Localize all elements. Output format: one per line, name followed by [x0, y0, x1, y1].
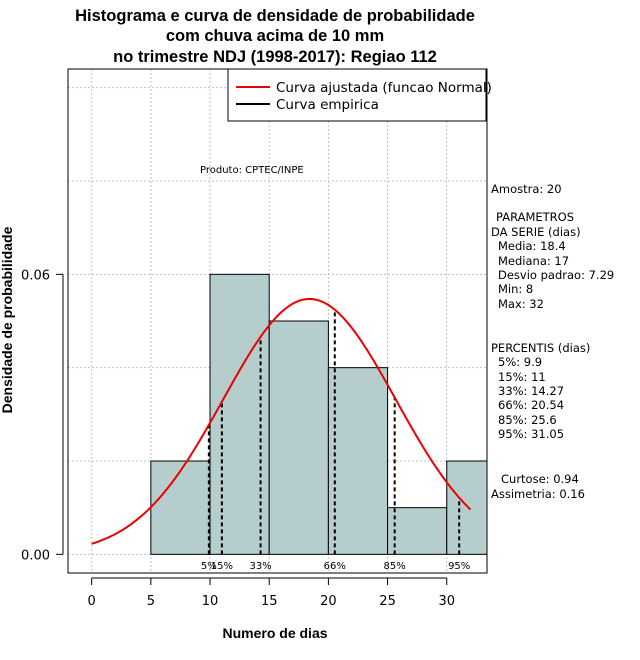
param-median: Mediana: 17: [498, 254, 569, 268]
y-axis-title: Densidade de probabilidade: [0, 226, 15, 413]
percentile-layer: 5%15% 33% 66% 85% 95%: [201, 309, 470, 572]
histogram-bar: [150, 460, 211, 555]
percentil-95: 95%: 31.05: [498, 427, 564, 441]
percentile-label: 15%: [211, 561, 233, 572]
percentil-33: 33%: 14.27: [498, 384, 564, 398]
skewness: Assimetria: 0.16: [491, 487, 585, 501]
x-tick-label: 20: [320, 594, 337, 609]
percentil-15: 15%: 11: [498, 370, 546, 384]
param-sd: Desvio padrao: 7.29: [498, 268, 614, 282]
params-subtitle: DA SERIE (dias): [491, 225, 581, 239]
axis-layer: 0 5 10 15 20 25 30 0.00 0.06: [21, 268, 455, 609]
product-annotation: Produto: CPTEC/INPE: [200, 165, 304, 176]
legend-label-normal: Curva ajustada (funcao Normal): [276, 80, 492, 96]
chart-title-line-2: com chuva acima de 10 mm: [166, 27, 384, 45]
percentil-5: 5%: 9.9: [498, 355, 542, 369]
percentile-label: 5%: [201, 561, 217, 572]
histogram-bar: [387, 507, 448, 555]
param-max: Max: 32: [498, 297, 544, 311]
x-tick-label: 30: [438, 594, 455, 609]
histogram-bar: [446, 460, 488, 555]
percentil-66: 66%: 20.54: [498, 398, 564, 412]
x-axis-title: Numero de dias: [222, 625, 327, 641]
param-min: Min: 8: [498, 282, 533, 296]
x-tick-label: 25: [379, 594, 396, 609]
params-title: PARAMETROS: [496, 210, 574, 224]
percentile-label: 33%: [249, 561, 271, 572]
legend-label-empirical: Curva empirica: [276, 97, 379, 113]
sample-size: Amostra: 20: [491, 182, 562, 196]
histogram-bar: [268, 320, 329, 555]
normal-fit-curve: [91, 297, 472, 545]
curve-layer: [91, 297, 472, 545]
chart-title-line-1: Histograma e curva de densidade de proba…: [75, 7, 475, 25]
x-tick-label: 5: [147, 594, 155, 609]
y-tick-label: 0.06: [21, 268, 50, 283]
legend: Curva ajustada (funcao Normal) Curva emp…: [227, 68, 492, 122]
kurtosis: Curtose: 0.94: [501, 472, 579, 486]
percentile-label: 85%: [384, 561, 406, 572]
stats-panel: Amostra: 20 PARAMETROS DA SERIE (dias) M…: [491, 182, 614, 501]
x-tick-label: 15: [261, 594, 278, 609]
histogram-bar: [327, 367, 389, 555]
y-tick-label: 0.00: [21, 548, 50, 563]
chart-title-line-3: no trimestre NDJ (1998-2017): Regiao 112: [113, 48, 437, 66]
histogram-bar: [209, 273, 270, 555]
percentile-label: 66%: [324, 561, 346, 572]
x-tick-label: 10: [202, 594, 219, 609]
percentis-title: PERCENTIS (dias): [491, 341, 590, 355]
param-mean: Media: 18.4: [498, 239, 566, 253]
percentile-label: 95%: [448, 561, 470, 572]
bars-layer: [150, 273, 488, 555]
percentil-85: 85%: 25.6: [498, 413, 557, 427]
x-tick-label: 0: [88, 594, 96, 609]
legend-box: [227, 68, 487, 122]
